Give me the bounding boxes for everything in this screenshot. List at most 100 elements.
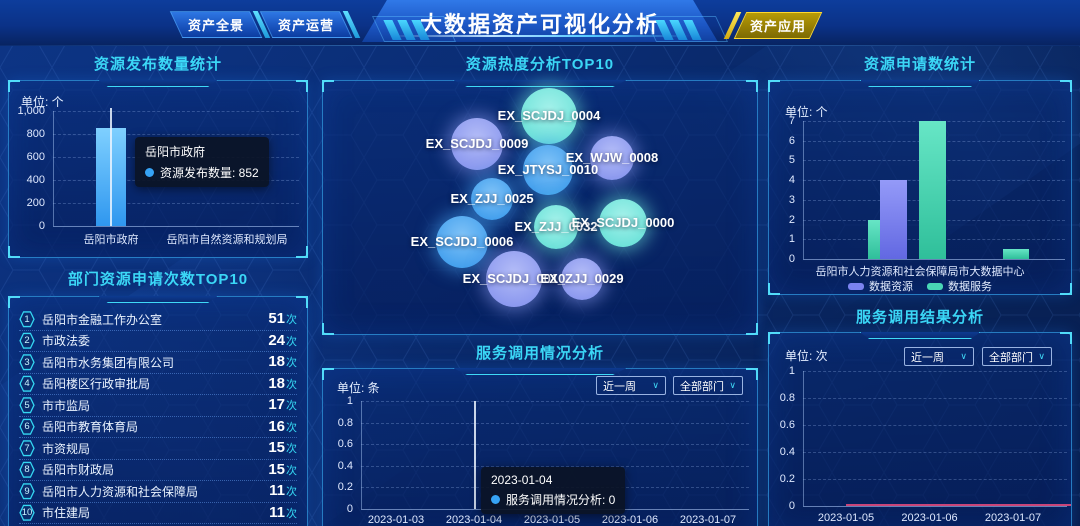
y-axis-label: 0 [346,503,353,515]
x-axis-label: 2023-01-06 [901,512,958,524]
select-value: 全部部门 [989,351,1033,364]
request-count: 17次 [268,396,297,414]
count-suffix: 次 [286,378,297,391]
list-item: 2 市政法委 24次 [19,331,297,352]
x-axis-label: 2023-01-04 [445,514,503,526]
legend-item[interactable]: 数据资源 [848,278,913,294]
hex-fill [20,312,34,326]
unit-label: 单位: 个 [785,105,828,119]
y-axis-label: 0.8 [337,416,353,429]
gridline [53,111,299,112]
rank-number: 2 [24,335,30,347]
tab-asset-panorama[interactable]: 资产全景 [169,11,271,38]
y-axis-label: 0.2 [337,481,353,494]
legend-swatch-icon [848,282,864,290]
x-axis-label: 2023-01-05 [817,512,875,524]
panel-heat-top10: 资源热度分析TOP10 EX_SCJDJ_0004 EX_SCJDJ_0009 EX… [322,55,758,345]
hex-fill [20,398,34,412]
heat-bubble[interactable] [590,136,634,180]
time-range-select[interactable]: 近一周 ∨ [596,376,666,395]
x-axis-label: 2023-01-07 [679,514,737,526]
tooltip-value: 服务调用情况分析: 0 [506,493,616,507]
panel-notch [98,296,218,303]
legend-item[interactable]: 数据服务 [927,278,992,294]
header: 大数据资产可视化分析 资产全景 资产运营 资产应用 [0,0,1080,46]
panel-service-call: 服务调用情况分析 单位: 条 近一周 ∨ 全部部门 ∨ 2023-01-04 服… [322,344,758,526]
apply-bar[interactable] [880,180,907,260]
dept-name: 岳阳市财政局 [42,463,115,478]
heat-bubble[interactable] [561,258,603,300]
time-range-select[interactable]: 近一周 ∨ [904,347,974,366]
rank-number: 6 [24,421,30,433]
department-select[interactable]: 全部部门 ∨ [982,347,1052,366]
rank-badge-icon: 3 [19,354,35,371]
y-axis-label: 0.4 [779,446,795,458]
panel-box: 单位: 次 近一周 ∨ 全部部门 ∨ 1 0.8 0.6 0.4 0.2 0 2023-01… [768,332,1072,526]
panel-notch [98,80,218,87]
heat-bubble[interactable] [521,88,577,144]
panel-notch [859,80,981,87]
heat-bubble[interactable] [599,199,647,247]
hex-fill [20,441,34,455]
unit-label: 单位: 次 [785,349,828,363]
apply-bar[interactable] [1003,249,1029,260]
x-axis-label: 岳阳市自然资源和规划局 [166,234,288,246]
x-axis-label: 2023-01-03 [367,514,425,526]
page-title: 大数据资产可视化分析 [419,12,660,37]
rank-badge-icon: 7 [19,440,35,457]
select-value: 近一周 [911,351,944,364]
dept-name: 岳阳市人力资源和社会保障局 [42,484,199,499]
y-axis-label: 7 [788,115,795,127]
decor-slashes-left-icon [383,20,430,40]
count-suffix: 次 [286,486,297,499]
request-count: 11次 [269,482,297,500]
heat-bubble[interactable] [471,178,513,220]
apply-bar[interactable] [919,121,946,260]
count-number: 16 [268,417,285,435]
heat-bubble[interactable] [523,145,573,195]
gridline [361,465,749,467]
hex-fill [20,506,34,520]
panel-box: EX_SCJDJ_0004 EX_SCJDJ_0009 EX_WJW_0008 EX_… [322,80,758,335]
x-axis-line [803,259,1065,261]
heat-bubble[interactable] [451,118,503,170]
decor-slashes-right-icon [655,20,702,40]
series-dot-icon [145,168,154,177]
unit-label: 单位: 个 [21,95,64,109]
department-select[interactable]: 全部部门 ∨ [673,376,743,395]
tab-asset-application[interactable]: 资产应用 [723,12,823,39]
rank-number: 8 [24,464,30,476]
hex-fill [20,463,34,477]
tab-asset-operation[interactable]: 资产运营 [259,11,361,38]
list-item: 9 岳阳市人力资源和社会保障局 11次 [19,481,297,503]
x-axis-label: 岳阳市政府 [83,234,139,246]
y-axis-label: 5 [788,154,795,167]
dept-name: 岳阳市水务集团有限公司 [42,355,175,370]
heat-bubble[interactable] [534,205,578,249]
heat-bubble[interactable] [436,216,488,268]
select-value: 全部部门 [680,380,724,393]
y-axis-label: 1 [788,365,795,377]
apply-bar[interactable] [868,220,881,260]
gridline [803,398,1067,399]
y-axis-label: 600 [26,151,45,163]
y-axis-label: 0 [38,220,45,232]
unit-label: 单位: 条 [337,381,380,395]
count-suffix: 次 [286,443,297,456]
chevron-down-icon: ∨ [729,380,736,390]
gridline [361,422,749,424]
gridline [803,425,1067,426]
panel-box: 单位: 条 近一周 ∨ 全部部门 ∨ 2023-01-04 服务调用情况分析: … [322,368,758,526]
crosshair-line [110,108,112,226]
y-axis-label: 1,000 [17,105,45,117]
count-suffix: 次 [286,507,297,520]
x-axis-line [53,226,299,227]
count-suffix: 次 [286,357,297,370]
rank-badge-icon: 2 [19,332,35,349]
heat-bubble[interactable] [486,251,542,307]
y-axis-line [361,401,362,509]
dept-name: 市政法委 [42,334,91,349]
x-axis-line [803,506,1067,507]
y-axis-label: 0.6 [779,419,795,431]
count-number: 17 [268,396,285,414]
